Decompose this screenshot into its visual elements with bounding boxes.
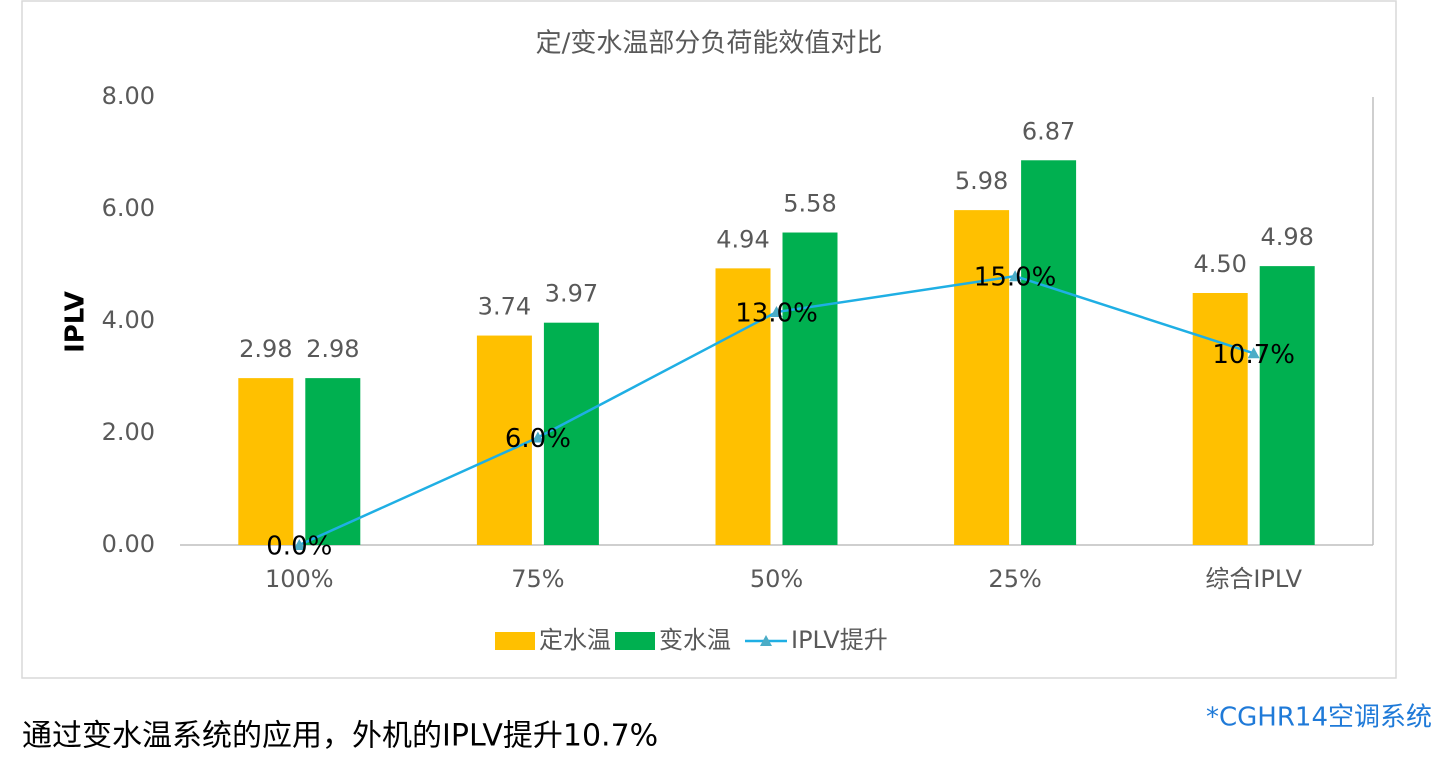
x-tick-label: 25% — [988, 565, 1041, 593]
caption: 通过变水温系统的应用，外机的IPLV提升10.7% — [22, 719, 658, 754]
bar — [954, 210, 1010, 545]
legend-swatch — [495, 632, 535, 650]
legend-swatch — [615, 632, 655, 650]
bar — [715, 268, 771, 545]
bar-value-label: 4.98 — [1260, 223, 1313, 251]
bar-value-label: 2.98 — [239, 335, 292, 363]
legend-label: 变水温 — [659, 626, 731, 654]
legend-label: IPLV提升 — [791, 626, 888, 654]
bar — [238, 378, 294, 545]
bar — [543, 322, 599, 545]
bar-value-label: 6.87 — [1022, 117, 1075, 145]
bar-value-label: 5.98 — [955, 167, 1008, 195]
bar-value-label: 2.98 — [306, 335, 359, 363]
chart-title: 定/变水温部分负荷能效值对比 — [536, 29, 883, 59]
chart-frame — [21, 0, 1397, 679]
x-tick-label: 75% — [511, 565, 564, 593]
bar — [1192, 293, 1248, 545]
y-tick-label: 2.00 — [102, 418, 155, 446]
y-tick-label: 4.00 — [102, 306, 155, 334]
line-marker — [531, 431, 544, 443]
line-value-label: 6.0% — [505, 424, 571, 454]
line-marker — [770, 306, 783, 318]
y-tick-label: 8.00 — [102, 82, 155, 110]
x-tick-label: 50% — [750, 565, 803, 593]
line-value-label: 10.7% — [1212, 340, 1295, 370]
bar — [782, 232, 838, 545]
bar-value-label: 5.58 — [783, 190, 836, 218]
y-tick-label: 6.00 — [102, 194, 155, 222]
y-tick-label: 0.00 — [102, 530, 155, 558]
legend-swatch-marker — [760, 635, 772, 646]
legend-label: 定水温 — [539, 626, 611, 654]
x-tick-label: 100% — [265, 565, 334, 593]
bar-value-label: 4.50 — [1193, 250, 1246, 278]
bar — [305, 378, 361, 545]
bar — [1259, 266, 1315, 545]
line-marker — [1009, 270, 1022, 282]
x-tick-label: 综合IPLV — [1205, 565, 1302, 593]
y-axis-title: IPLV — [61, 291, 91, 353]
bar — [476, 335, 532, 545]
bar-value-label: 3.97 — [545, 280, 598, 308]
line-value-label: 0.0% — [266, 532, 332, 562]
line-value-label: 13.0% — [735, 299, 818, 329]
note: *CGHR14空调系统 — [1206, 703, 1432, 733]
bar-value-label: 3.74 — [478, 293, 531, 321]
bar — [1021, 160, 1077, 545]
line-marker — [293, 539, 306, 550]
line-value-label: 15.0% — [974, 263, 1057, 293]
bar-value-label: 4.94 — [716, 225, 769, 253]
line-marker — [1247, 347, 1260, 359]
